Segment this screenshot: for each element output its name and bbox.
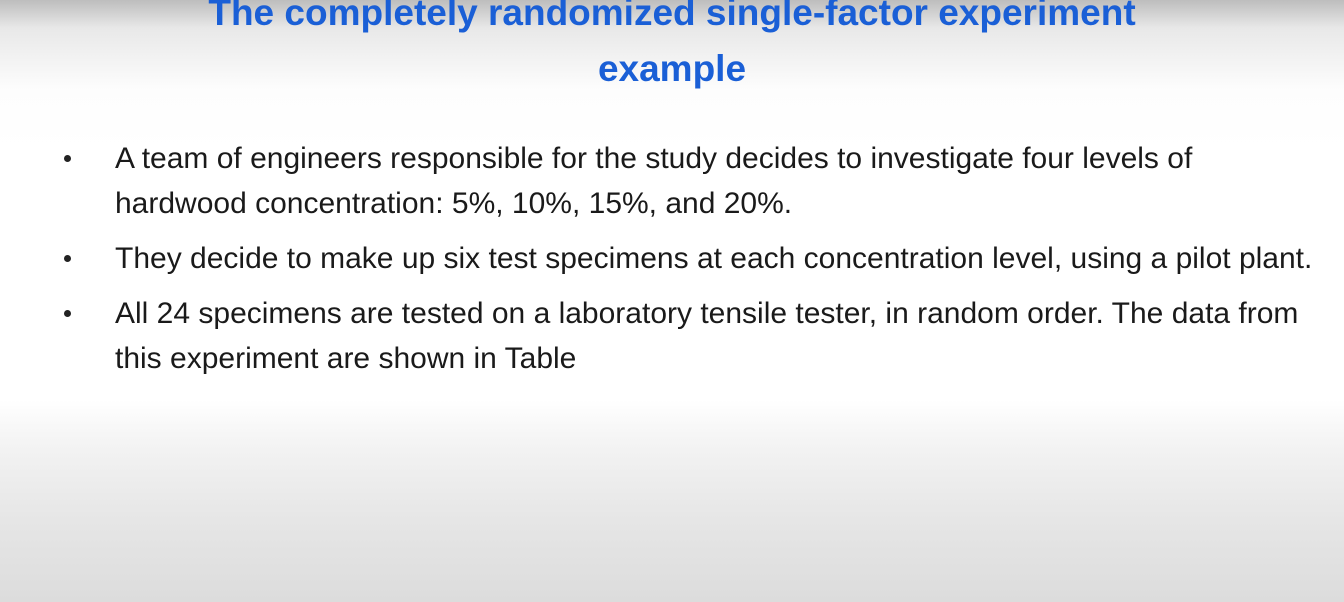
bullet-text: A team of engineers responsible for the … <box>115 142 1193 220</box>
bullet-item: All 24 specimens are tested on a laborat… <box>60 291 1320 381</box>
slide-title-line-2: example <box>597 48 747 89</box>
bullet-item: A team of engineers responsible for the … <box>60 136 1320 226</box>
bullet-dot-icon <box>64 310 71 317</box>
bullet-text: All 24 specimens are tested on a laborat… <box>115 297 1299 375</box>
slide-title: The completely randomized single-factor … <box>0 0 1344 97</box>
bullet-list: A team of engineers responsible for the … <box>60 136 1320 391</box>
bullet-dot-icon <box>64 255 71 262</box>
bullet-item: They decide to make up six test specimen… <box>60 236 1320 281</box>
slide-title-line-1: The completely randomized single-factor … <box>208 0 1136 33</box>
bullet-text: They decide to make up six test specimen… <box>115 242 1313 275</box>
bullet-dot-icon <box>64 155 71 162</box>
